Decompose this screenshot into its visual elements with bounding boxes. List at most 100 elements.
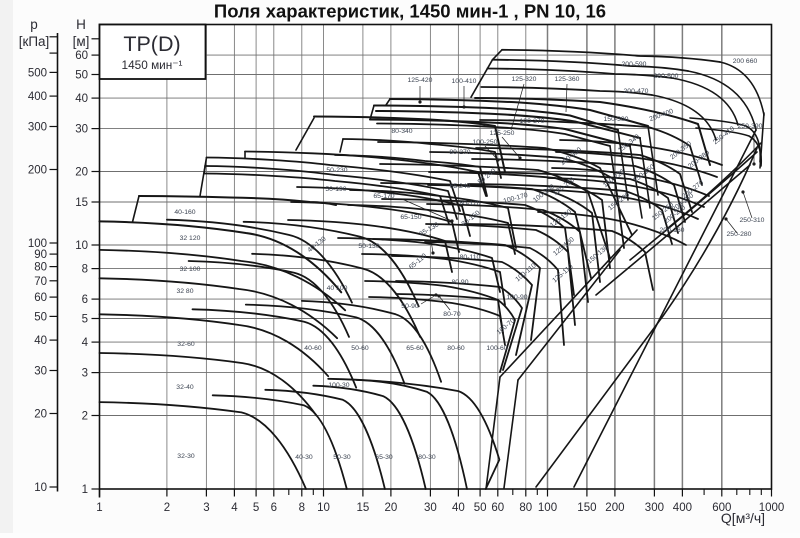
svg-text:4: 4 bbox=[231, 502, 238, 514]
svg-text:125-360: 125-360 bbox=[555, 76, 580, 83]
svg-text:30: 30 bbox=[424, 502, 437, 514]
svg-text:50-190: 50-190 bbox=[325, 186, 346, 193]
svg-text:40: 40 bbox=[452, 502, 465, 514]
svg-text:80-60: 80-60 bbox=[447, 345, 465, 352]
svg-text:80-110: 80-110 bbox=[460, 254, 481, 261]
svg-text:1: 1 bbox=[96, 502, 102, 514]
svg-text:250-310: 250-310 bbox=[740, 217, 765, 224]
svg-text:6: 6 bbox=[271, 502, 277, 514]
svg-text:60: 60 bbox=[491, 502, 504, 514]
svg-text:100-60: 100-60 bbox=[486, 345, 507, 352]
svg-text:1: 1 bbox=[82, 484, 88, 496]
svg-text:250-280: 250-280 bbox=[727, 231, 752, 238]
svg-text:1000: 1000 bbox=[759, 502, 785, 514]
svg-text:4: 4 bbox=[82, 337, 89, 349]
svg-text:60: 60 bbox=[34, 292, 47, 304]
svg-text:400: 400 bbox=[673, 502, 692, 514]
svg-text:50: 50 bbox=[474, 502, 487, 514]
svg-text:70: 70 bbox=[34, 276, 47, 288]
svg-text:100-90: 100-90 bbox=[506, 294, 527, 301]
svg-text:30: 30 bbox=[34, 366, 47, 378]
svg-text:150-390: 150-390 bbox=[604, 116, 629, 123]
svg-text:200-590: 200-590 bbox=[622, 61, 647, 68]
svg-text:10: 10 bbox=[34, 482, 47, 494]
svg-text:65-30: 65-30 bbox=[375, 454, 393, 461]
svg-text:100: 100 bbox=[538, 502, 557, 514]
svg-text:40-60: 40-60 bbox=[304, 345, 322, 352]
svg-text:50-60: 50-60 bbox=[351, 345, 369, 352]
svg-text:40-30: 40-30 bbox=[295, 454, 313, 461]
svg-text:80 90: 80 90 bbox=[451, 279, 468, 286]
svg-text:125-250: 125-250 bbox=[490, 130, 515, 137]
svg-text:10: 10 bbox=[75, 240, 88, 252]
svg-text:125-320: 125-320 bbox=[512, 76, 537, 83]
svg-text:40: 40 bbox=[34, 335, 47, 347]
svg-text:Поля характеристик, 1450 мин-1: Поля характеристик, 1450 мин-1 , PN 10, … bbox=[214, 1, 606, 22]
svg-text:300: 300 bbox=[28, 122, 47, 134]
svg-text:90: 90 bbox=[34, 249, 47, 261]
svg-text:200: 200 bbox=[605, 502, 624, 514]
svg-text:200-160: 200-160 bbox=[660, 227, 685, 234]
svg-text:65-170: 65-170 bbox=[373, 193, 394, 200]
svg-text:50-90: 50-90 bbox=[401, 303, 419, 310]
svg-text:20: 20 bbox=[75, 167, 88, 179]
svg-text:5: 5 bbox=[253, 502, 259, 514]
svg-text:50-130: 50-130 bbox=[358, 243, 379, 250]
svg-text:125-420: 125-420 bbox=[408, 77, 433, 84]
svg-text:p: p bbox=[30, 17, 38, 32]
svg-text:250-390: 250-390 bbox=[738, 123, 763, 130]
svg-text:2: 2 bbox=[164, 502, 170, 514]
svg-text:10: 10 bbox=[317, 502, 330, 514]
svg-text:600: 600 bbox=[712, 502, 731, 514]
svg-text:30: 30 bbox=[75, 124, 88, 136]
svg-text:65-60: 65-60 bbox=[406, 345, 424, 352]
svg-text:200-470: 200-470 bbox=[624, 88, 649, 95]
svg-text:6: 6 bbox=[82, 294, 88, 306]
svg-text:80: 80 bbox=[34, 262, 47, 274]
svg-text:1450 мин⁻¹: 1450 мин⁻¹ bbox=[122, 58, 183, 72]
svg-text:200: 200 bbox=[28, 165, 47, 177]
svg-text:20: 20 bbox=[385, 502, 398, 514]
svg-text:100-370: 100-370 bbox=[520, 118, 545, 125]
svg-text:100-250: 100-250 bbox=[473, 139, 498, 146]
svg-text:40: 40 bbox=[75, 93, 88, 105]
svg-text:500: 500 bbox=[28, 67, 47, 79]
svg-text:200-500: 200-500 bbox=[654, 73, 679, 80]
svg-text:15: 15 bbox=[357, 502, 370, 514]
svg-text:50: 50 bbox=[75, 70, 88, 82]
svg-text:5: 5 bbox=[82, 314, 88, 326]
svg-text:80: 80 bbox=[519, 502, 532, 514]
svg-text:32-30: 32-30 bbox=[177, 453, 195, 460]
svg-text:32 80: 32 80 bbox=[176, 288, 193, 295]
svg-text:50-230: 50-230 bbox=[326, 167, 347, 174]
svg-text:200 660: 200 660 bbox=[733, 58, 758, 65]
svg-text:150: 150 bbox=[577, 502, 596, 514]
svg-text:32 120: 32 120 bbox=[180, 235, 201, 242]
svg-text:8: 8 bbox=[299, 502, 305, 514]
svg-text:400: 400 bbox=[28, 91, 47, 103]
svg-text:20: 20 bbox=[34, 409, 47, 421]
svg-text:3: 3 bbox=[82, 368, 88, 380]
svg-text:32-40: 32-40 bbox=[176, 384, 194, 391]
svg-text:100: 100 bbox=[28, 238, 47, 250]
svg-text:Q[м³/ч]: Q[м³/ч] bbox=[721, 510, 765, 526]
svg-text:80-170: 80-170 bbox=[459, 200, 480, 207]
svg-text:80-270: 80-270 bbox=[449, 149, 470, 156]
svg-text:40 100: 40 100 bbox=[327, 285, 348, 292]
svg-text:65-150: 65-150 bbox=[400, 214, 421, 221]
svg-text:32-60: 32-60 bbox=[177, 341, 195, 348]
svg-text:80-340: 80-340 bbox=[391, 128, 412, 135]
svg-text:[кПа]: [кПа] bbox=[19, 34, 50, 49]
svg-text:50-30: 50-30 bbox=[333, 454, 351, 461]
svg-text:TP(D): TP(D) bbox=[123, 32, 180, 56]
svg-text:2: 2 bbox=[82, 411, 88, 423]
svg-text:40-160: 40-160 bbox=[174, 209, 195, 216]
svg-text:100-410: 100-410 bbox=[452, 78, 477, 85]
svg-text:H: H bbox=[76, 17, 86, 32]
svg-text:3: 3 bbox=[203, 502, 209, 514]
svg-text:100-30: 100-30 bbox=[328, 382, 349, 389]
svg-text:300: 300 bbox=[645, 502, 664, 514]
svg-text:50: 50 bbox=[34, 311, 47, 323]
svg-text:15: 15 bbox=[75, 197, 88, 209]
svg-text:32 100: 32 100 bbox=[180, 266, 201, 273]
